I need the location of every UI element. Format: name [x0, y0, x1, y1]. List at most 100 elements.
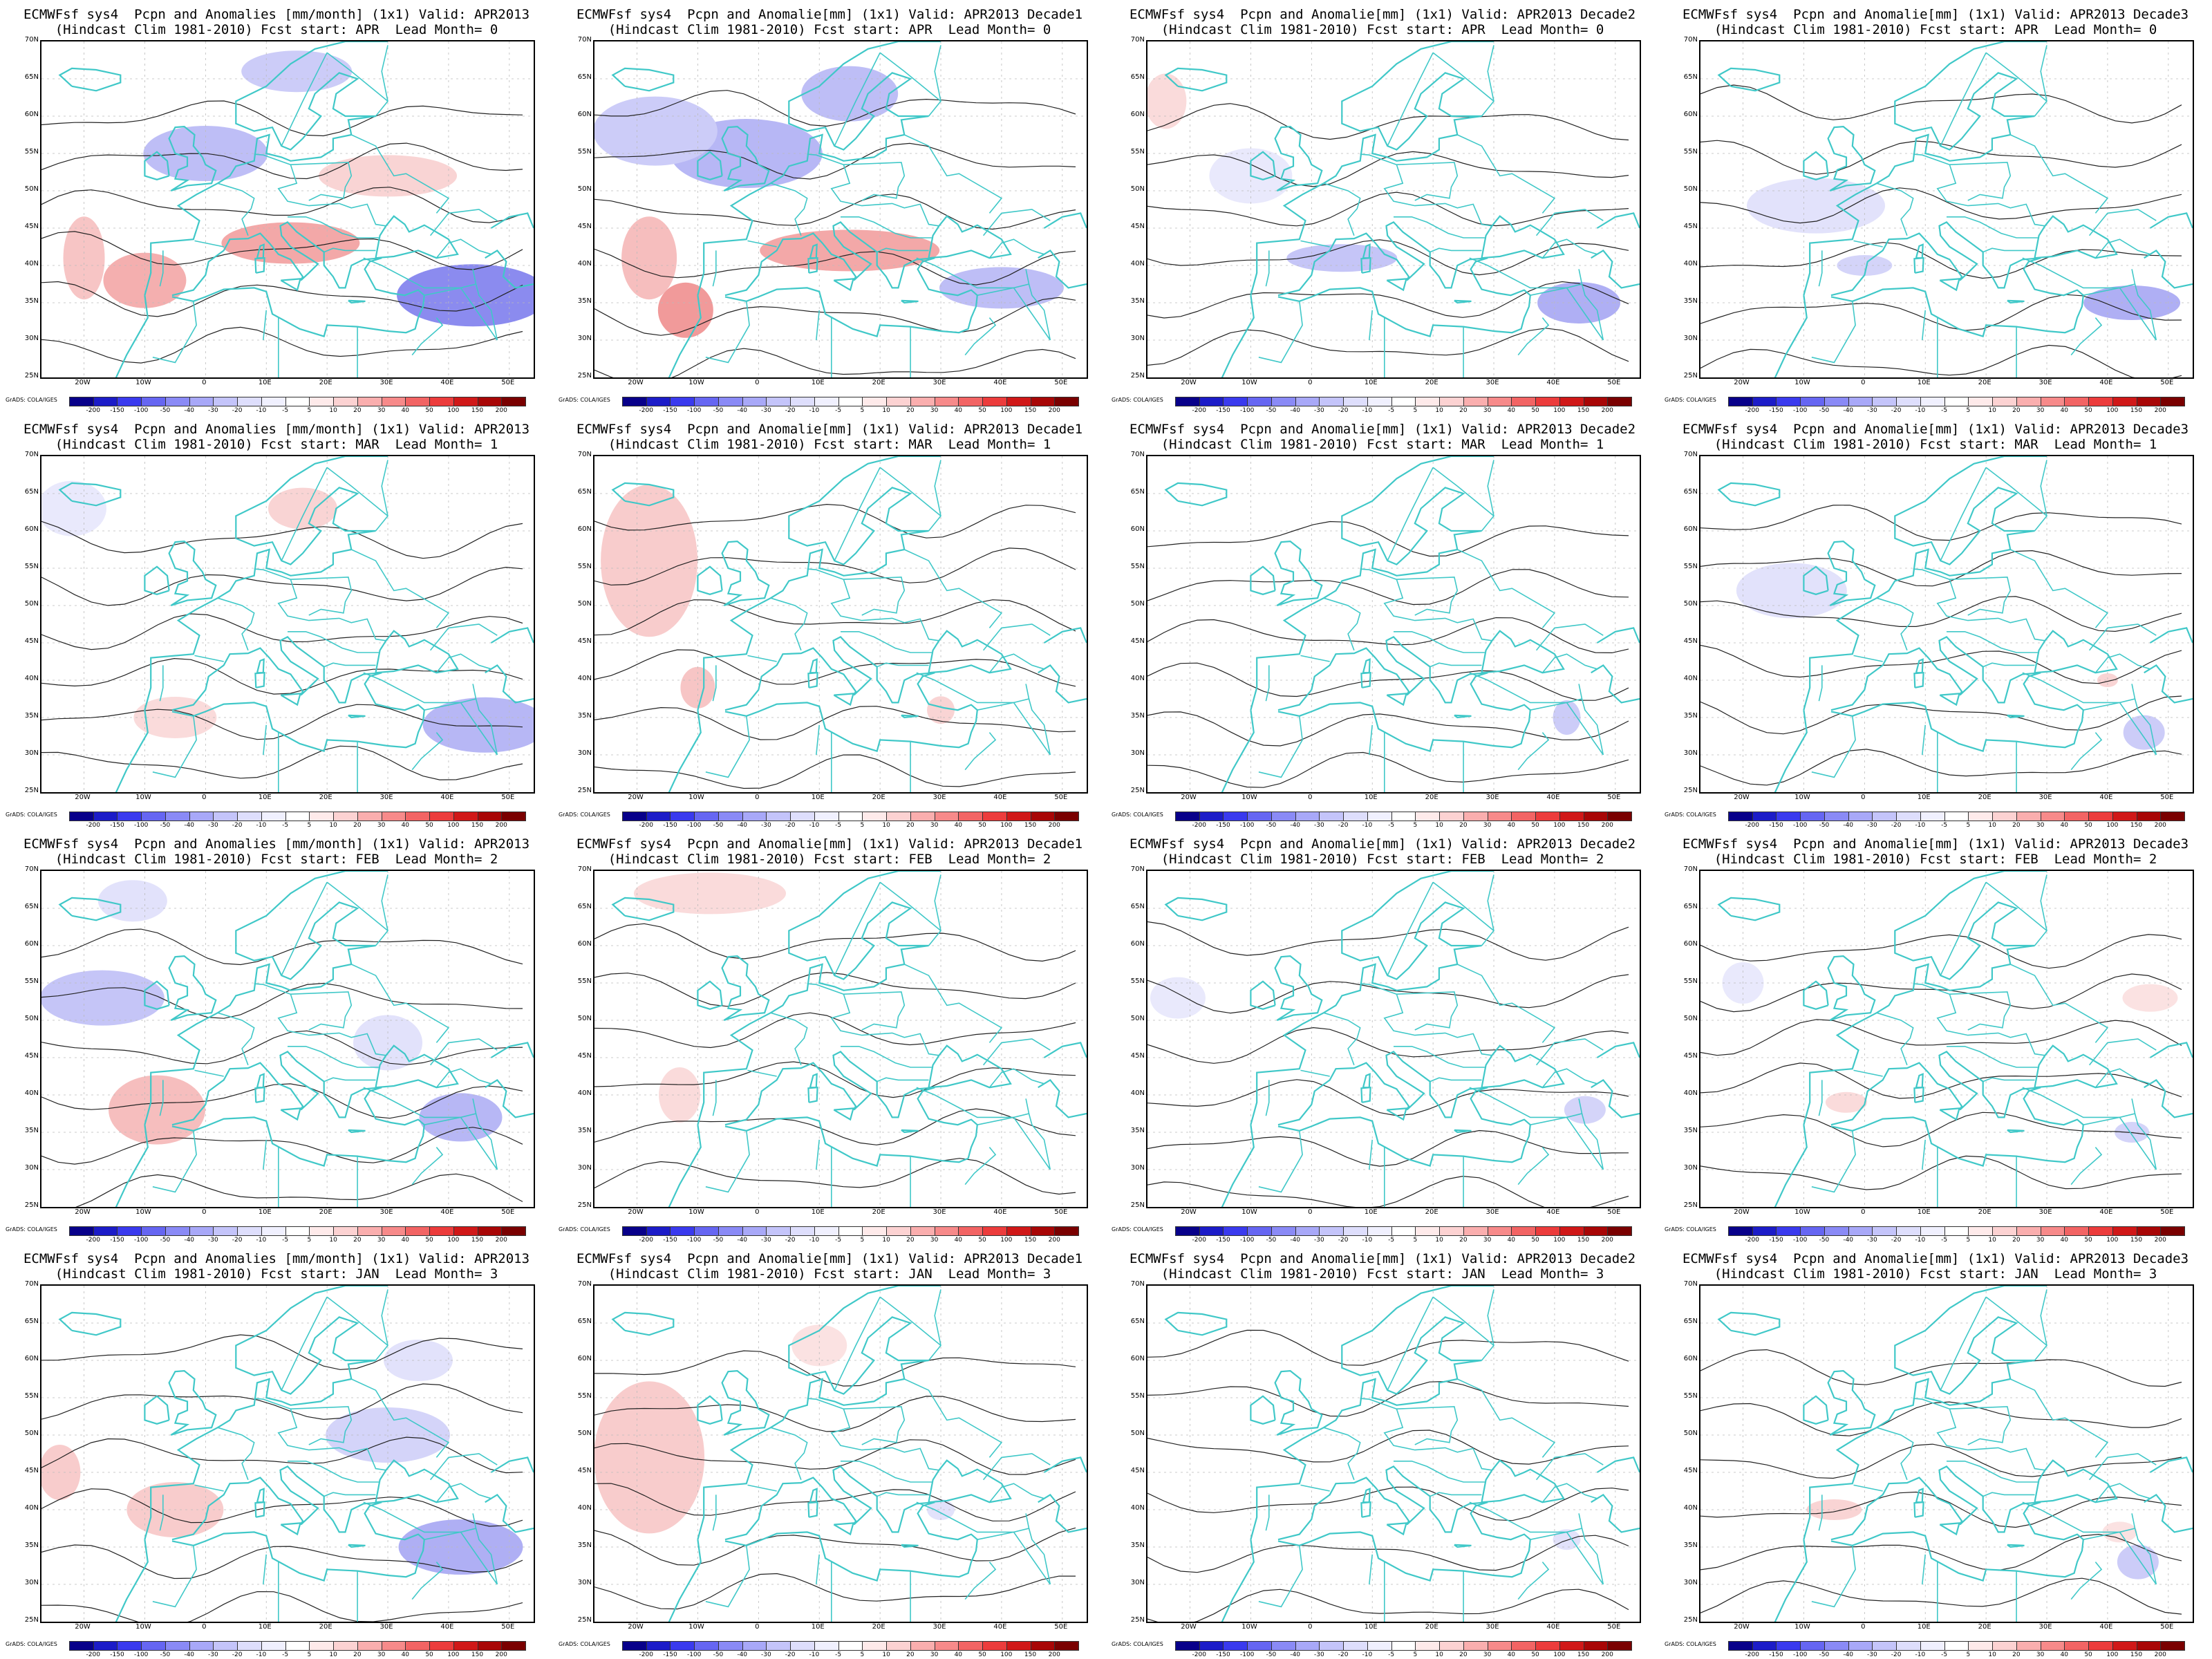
longitude-label: 20W — [75, 1623, 91, 1631]
colorbar-swatch — [886, 397, 911, 406]
border-line — [1360, 153, 1492, 227]
colorbar-tick-label: 100 — [1553, 1651, 1566, 1658]
border-line — [1323, 1012, 1361, 1066]
border-line — [982, 624, 1051, 651]
colorbar-swatch — [2112, 812, 2137, 821]
border-line — [435, 1483, 491, 1503]
longitude-label: 10W — [135, 794, 151, 801]
colorbar-tick-label: -100 — [133, 822, 149, 829]
latitude-label: 25N — [1130, 372, 1145, 379]
precip-contour — [1700, 596, 2182, 632]
colorbar-swatch — [838, 1226, 863, 1236]
latitude-label: 60N — [24, 1355, 39, 1362]
coastline — [1360, 1086, 1371, 1103]
colorbar-tick-label: 40 — [401, 822, 410, 829]
coastline — [1830, 1465, 2084, 1582]
colorbar-tick-label: 30 — [377, 407, 386, 414]
colorbar-tick-label: -5 — [835, 1237, 842, 1244]
border-line — [290, 577, 353, 616]
precip-contour — [1700, 1533, 2182, 1571]
colorbar-swatch — [1223, 397, 1248, 406]
colorbar-tick-label: 200 — [1048, 1651, 1060, 1658]
colorbar-tick-label: 150 — [1024, 407, 1037, 414]
coastline — [280, 1522, 301, 1536]
precip-contour — [1700, 1112, 2182, 1147]
colorbar-tick-label: -30 — [761, 407, 771, 414]
border-line — [1541, 1483, 1597, 1503]
border-line — [2070, 317, 2103, 356]
precip-contour — [1700, 294, 2182, 331]
latitude-label: 55N — [24, 977, 39, 985]
border-line — [928, 1289, 941, 1361]
border-line — [982, 209, 1051, 236]
latitude-label: 50N — [1683, 1430, 1698, 1437]
colorbar-swatch — [1968, 397, 1994, 406]
anomaly-shading — [594, 1381, 705, 1534]
border-line — [429, 624, 498, 651]
border-line — [159, 1080, 164, 1116]
latitude-label: 30N — [24, 1164, 39, 1172]
panel-title: ECMWFsf sys4 Pcpn and Anomalie[mm] (1x1)… — [1129, 422, 1636, 437]
colorbar-tick-label: 200 — [1048, 407, 1060, 414]
colorbar-tick-label: -40 — [1843, 1651, 1854, 1658]
colorbar-swatch — [93, 397, 118, 406]
coastline — [721, 1369, 770, 1436]
coastline — [724, 1465, 978, 1582]
colorbar-tick-label: 20 — [2012, 822, 2021, 829]
border-line — [1853, 655, 1883, 662]
border-line — [816, 1554, 820, 1585]
border-line — [1469, 1087, 1583, 1118]
colorbar-tick-label: -150 — [1769, 1651, 1783, 1658]
longitude-label: 30E — [1485, 794, 1499, 801]
longitude-label: 30E — [932, 1208, 946, 1216]
colorbar-tick-label: 10 — [329, 1237, 337, 1244]
colorbar-swatch — [1391, 1226, 1416, 1236]
latitude-label: 55N — [1683, 977, 1698, 985]
border-line — [1387, 881, 1434, 976]
colorbar-swatch — [1583, 812, 1609, 821]
panel-title: ECMWFsf sys4 Pcpn and Anomalie[mm] (1x1)… — [1129, 836, 1636, 852]
border-line — [1360, 1398, 1492, 1471]
colorbar-tick-label: 20 — [1459, 1237, 1468, 1244]
border-line — [1947, 216, 2038, 238]
colorbar-swatch — [405, 1226, 431, 1236]
longitude-label: 50E — [1607, 794, 1621, 801]
colorbar-swatch — [501, 1226, 526, 1236]
coastline — [485, 249, 534, 289]
forecast-map-panel: ECMWFsf sys4 Pcpn and Anomalie[mm] (1x1)… — [553, 415, 1106, 830]
border-line — [1535, 209, 1604, 236]
colorbar-tick-label: -20 — [1891, 1237, 1902, 1244]
latitude-label: 65N — [1130, 1318, 1145, 1325]
anomaly-shading — [97, 880, 167, 922]
coastline — [2144, 1493, 2193, 1533]
colorbar-tick-label: -100 — [133, 1651, 149, 1658]
latitude-label: 70N — [24, 451, 39, 458]
precip-contour — [41, 142, 523, 180]
coastline — [1038, 664, 1087, 704]
border-line — [263, 310, 267, 341]
colorbar-swatch — [1006, 397, 1031, 406]
coastline — [807, 256, 818, 274]
latitude-label: 40N — [1683, 1504, 1698, 1512]
colorbar-tick-label: -30 — [1314, 1237, 1324, 1244]
colorbar-tick-label: 200 — [1048, 1237, 1060, 1244]
colorbar-swatch — [1944, 812, 1969, 821]
coastline — [254, 1501, 265, 1518]
precip-contour — [594, 1350, 1076, 1387]
border-line — [1983, 1492, 2035, 1497]
border-line — [2009, 964, 2109, 1043]
border-line — [1394, 1046, 1485, 1068]
colorbar-tick-label: -100 — [686, 407, 702, 414]
panel-subtitle: (Hindcast Clim 1981-2010) Fcst start: FE… — [608, 852, 1051, 867]
colorbar-tick-label: -20 — [1891, 822, 1902, 829]
colorbar-swatch — [838, 1641, 863, 1651]
colorbar-swatch — [1343, 1226, 1368, 1236]
precip-contour — [41, 1488, 523, 1527]
colorbar-tick-label: -5 — [835, 1651, 842, 1658]
colorbar-tick-label: 50 — [1531, 1651, 1539, 1658]
anomaly-shading — [657, 282, 713, 338]
coastline — [1774, 1125, 1808, 1207]
latitude-label: 30N — [24, 1579, 39, 1586]
coastline — [807, 1501, 818, 1518]
anomaly-shading — [927, 696, 955, 724]
